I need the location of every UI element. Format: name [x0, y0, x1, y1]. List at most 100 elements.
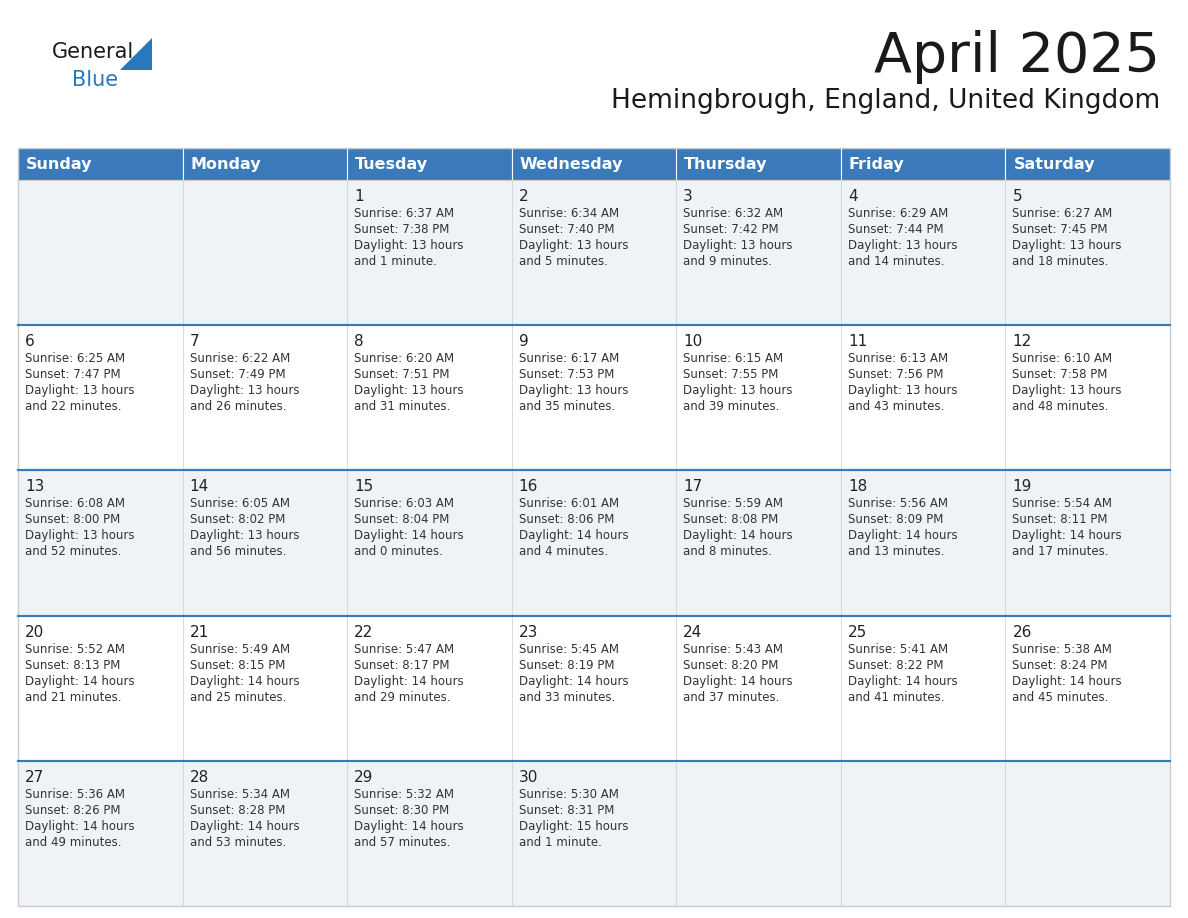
- Text: Daylight: 13 hours: Daylight: 13 hours: [190, 530, 299, 543]
- Text: Sunset: 8:08 PM: Sunset: 8:08 PM: [683, 513, 778, 526]
- Text: and 14 minutes.: and 14 minutes.: [848, 255, 944, 268]
- Text: Sunset: 7:47 PM: Sunset: 7:47 PM: [25, 368, 121, 381]
- Text: and 41 minutes.: and 41 minutes.: [848, 690, 944, 703]
- Text: Daylight: 13 hours: Daylight: 13 hours: [25, 385, 134, 397]
- Text: Daylight: 13 hours: Daylight: 13 hours: [683, 385, 792, 397]
- Text: Monday: Monday: [190, 156, 261, 172]
- Text: Daylight: 14 hours: Daylight: 14 hours: [354, 820, 463, 833]
- Text: Daylight: 14 hours: Daylight: 14 hours: [25, 820, 134, 833]
- Text: Sunset: 8:19 PM: Sunset: 8:19 PM: [519, 658, 614, 672]
- Text: and 31 minutes.: and 31 minutes.: [354, 400, 450, 413]
- Text: and 9 minutes.: and 9 minutes.: [683, 255, 772, 268]
- Bar: [18, 761, 1170, 906]
- Text: Daylight: 14 hours: Daylight: 14 hours: [519, 675, 628, 688]
- Text: Sunrise: 5:54 AM: Sunrise: 5:54 AM: [1012, 498, 1112, 510]
- Text: Sunrise: 5:38 AM: Sunrise: 5:38 AM: [1012, 643, 1112, 655]
- Text: Sunrise: 6:13 AM: Sunrise: 6:13 AM: [848, 353, 948, 365]
- Text: 28: 28: [190, 770, 209, 785]
- Text: Sunset: 7:51 PM: Sunset: 7:51 PM: [354, 368, 449, 381]
- Text: Sunrise: 6:20 AM: Sunrise: 6:20 AM: [354, 353, 454, 365]
- Text: Daylight: 13 hours: Daylight: 13 hours: [519, 239, 628, 252]
- Text: Sunset: 7:55 PM: Sunset: 7:55 PM: [683, 368, 778, 381]
- Text: and 29 minutes.: and 29 minutes.: [354, 690, 450, 703]
- Text: Sunrise: 6:01 AM: Sunrise: 6:01 AM: [519, 498, 619, 510]
- Text: Sunset: 8:20 PM: Sunset: 8:20 PM: [683, 658, 778, 672]
- Text: Sunset: 7:42 PM: Sunset: 7:42 PM: [683, 223, 779, 236]
- Text: Daylight: 14 hours: Daylight: 14 hours: [848, 675, 958, 688]
- Text: Sunset: 7:56 PM: Sunset: 7:56 PM: [848, 368, 943, 381]
- Text: Sunrise: 5:34 AM: Sunrise: 5:34 AM: [190, 788, 290, 800]
- Text: Blue: Blue: [72, 70, 118, 90]
- Text: 18: 18: [848, 479, 867, 495]
- Text: Sunset: 8:06 PM: Sunset: 8:06 PM: [519, 513, 614, 526]
- Text: Thursday: Thursday: [684, 156, 767, 172]
- Text: 22: 22: [354, 624, 373, 640]
- Bar: [1005, 148, 1170, 180]
- Text: and 1 minute.: and 1 minute.: [519, 835, 601, 849]
- Text: and 39 minutes.: and 39 minutes.: [683, 400, 779, 413]
- Text: 25: 25: [848, 624, 867, 640]
- Text: Sunrise: 6:17 AM: Sunrise: 6:17 AM: [519, 353, 619, 365]
- Bar: [18, 470, 1170, 616]
- Text: Saturday: Saturday: [1013, 156, 1095, 172]
- Text: Sunset: 8:13 PM: Sunset: 8:13 PM: [25, 658, 120, 672]
- Text: and 33 minutes.: and 33 minutes.: [519, 690, 615, 703]
- Text: and 52 minutes.: and 52 minutes.: [25, 545, 121, 558]
- Text: Tuesday: Tuesday: [355, 156, 428, 172]
- Text: 13: 13: [25, 479, 44, 495]
- Text: Sunset: 7:44 PM: Sunset: 7:44 PM: [848, 223, 943, 236]
- Text: Sunset: 8:00 PM: Sunset: 8:00 PM: [25, 513, 120, 526]
- Bar: [18, 616, 1170, 761]
- Text: and 8 minutes.: and 8 minutes.: [683, 545, 772, 558]
- Text: General: General: [52, 42, 134, 62]
- Text: 10: 10: [683, 334, 702, 349]
- Text: Daylight: 13 hours: Daylight: 13 hours: [354, 239, 463, 252]
- Text: Daylight: 14 hours: Daylight: 14 hours: [848, 530, 958, 543]
- Text: Daylight: 14 hours: Daylight: 14 hours: [683, 675, 792, 688]
- Text: 16: 16: [519, 479, 538, 495]
- Text: Daylight: 14 hours: Daylight: 14 hours: [25, 675, 134, 688]
- Text: Sunrise: 5:36 AM: Sunrise: 5:36 AM: [25, 788, 125, 800]
- Text: Sunrise: 5:30 AM: Sunrise: 5:30 AM: [519, 788, 619, 800]
- Text: Sunset: 8:09 PM: Sunset: 8:09 PM: [848, 513, 943, 526]
- Text: Sunrise: 5:45 AM: Sunrise: 5:45 AM: [519, 643, 619, 655]
- Text: 26: 26: [1012, 624, 1032, 640]
- Bar: [841, 148, 1005, 180]
- Text: Sunset: 7:45 PM: Sunset: 7:45 PM: [1012, 223, 1108, 236]
- Text: and 21 minutes.: and 21 minutes.: [25, 690, 121, 703]
- Text: and 25 minutes.: and 25 minutes.: [190, 690, 286, 703]
- Text: Sunrise: 6:10 AM: Sunrise: 6:10 AM: [1012, 353, 1112, 365]
- Text: Daylight: 13 hours: Daylight: 13 hours: [25, 530, 134, 543]
- Text: Daylight: 14 hours: Daylight: 14 hours: [190, 675, 299, 688]
- Text: Daylight: 13 hours: Daylight: 13 hours: [1012, 385, 1121, 397]
- Text: and 43 minutes.: and 43 minutes.: [848, 400, 944, 413]
- Bar: [18, 180, 1170, 325]
- Text: 8: 8: [354, 334, 364, 349]
- Text: Wednesday: Wednesday: [519, 156, 623, 172]
- Text: 5: 5: [1012, 189, 1022, 204]
- Bar: [347, 148, 512, 180]
- Text: 30: 30: [519, 770, 538, 785]
- Text: 1: 1: [354, 189, 364, 204]
- Text: 17: 17: [683, 479, 702, 495]
- Text: and 1 minute.: and 1 minute.: [354, 255, 437, 268]
- Text: Sunday: Sunday: [26, 156, 93, 172]
- Text: and 56 minutes.: and 56 minutes.: [190, 545, 286, 558]
- Bar: [512, 148, 676, 180]
- Text: Sunset: 8:04 PM: Sunset: 8:04 PM: [354, 513, 449, 526]
- Text: Sunrise: 5:32 AM: Sunrise: 5:32 AM: [354, 788, 454, 800]
- Text: 3: 3: [683, 189, 693, 204]
- Text: Daylight: 13 hours: Daylight: 13 hours: [354, 385, 463, 397]
- Bar: [18, 325, 1170, 470]
- Text: 9: 9: [519, 334, 529, 349]
- Text: Sunset: 8:26 PM: Sunset: 8:26 PM: [25, 804, 120, 817]
- Text: and 53 minutes.: and 53 minutes.: [190, 835, 286, 849]
- Text: 12: 12: [1012, 334, 1031, 349]
- Text: Daylight: 14 hours: Daylight: 14 hours: [354, 675, 463, 688]
- Text: 14: 14: [190, 479, 209, 495]
- Text: and 35 minutes.: and 35 minutes.: [519, 400, 615, 413]
- Text: Hemingbrough, England, United Kingdom: Hemingbrough, England, United Kingdom: [611, 88, 1159, 114]
- Text: Sunset: 8:17 PM: Sunset: 8:17 PM: [354, 658, 449, 672]
- Text: Sunrise: 6:05 AM: Sunrise: 6:05 AM: [190, 498, 290, 510]
- Text: Daylight: 14 hours: Daylight: 14 hours: [190, 820, 299, 833]
